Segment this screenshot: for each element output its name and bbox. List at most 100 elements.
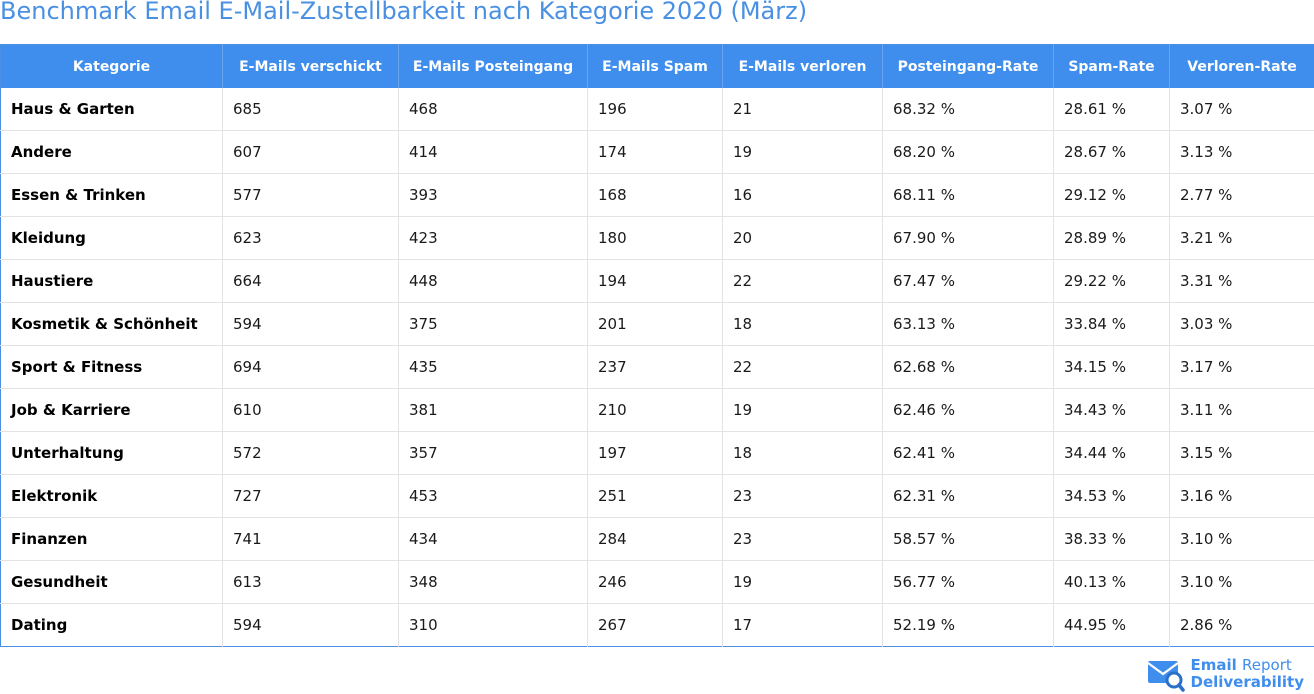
cell-lost-rate: 3.16 % [1169, 474, 1314, 518]
cell-inbox: 468 [398, 88, 588, 131]
cell-inbox: 448 [398, 259, 588, 303]
cell-lost-rate: 3.07 % [1169, 88, 1314, 131]
cell-inbox-rate: 68.11 % [882, 173, 1054, 217]
cell-kategorie: Kosmetik & Schönheit [0, 302, 223, 346]
cell-spam: 168 [587, 173, 723, 217]
column-header-sent[interactable]: E-Mails verschickt [222, 44, 399, 88]
cell-lost: 19 [722, 130, 883, 174]
table-row: Unterhaltung 572 357 197 18 62.41 % 34.44 % 3.1… [0, 431, 1314, 475]
cell-sent: 685 [222, 88, 399, 131]
cell-spam: 174 [587, 130, 723, 174]
cell-inbox-rate: 68.32 % [882, 88, 1054, 131]
column-header-kategorie[interactable]: Kategorie [0, 44, 223, 88]
table-row: Essen & Trinken 577 393 168 16 68.11 % 29.12 %… [0, 173, 1314, 217]
cell-lost: 22 [722, 259, 883, 303]
logo-word-email: Email [1190, 656, 1237, 674]
cell-inbox: 357 [398, 431, 588, 475]
cell-spam-rate: 34.44 % [1053, 431, 1170, 475]
logo-line1: Email Report [1191, 657, 1305, 674]
cell-lost: 21 [722, 88, 883, 131]
cell-kategorie: Job & Karriere [0, 388, 223, 432]
table-header-row: Kategorie E-Mails verschickt E-Mails Pos… [0, 44, 1314, 88]
cell-spam: 196 [587, 88, 723, 131]
cell-inbox-rate: 52.19 % [882, 603, 1054, 647]
cell-inbox-rate: 67.47 % [882, 259, 1054, 303]
cell-inbox-rate: 62.68 % [882, 345, 1054, 389]
cell-lost: 17 [722, 603, 883, 647]
cell-sent: 594 [222, 603, 399, 647]
cell-lost: 20 [722, 216, 883, 260]
table-row: Andere 607 414 174 19 68.20 % 28.67 % 3.13 % [0, 130, 1314, 174]
cell-inbox-rate: 58.57 % [882, 517, 1054, 561]
cell-lost: 19 [722, 560, 883, 604]
cell-sent: 572 [222, 431, 399, 475]
cell-kategorie: Sport & Fitness [0, 345, 223, 389]
cell-spam-rate: 28.89 % [1053, 216, 1170, 260]
cell-inbox-rate: 68.20 % [882, 130, 1054, 174]
cell-lost: 23 [722, 517, 883, 561]
cell-lost-rate: 3.10 % [1169, 517, 1314, 561]
cell-inbox: 310 [398, 603, 588, 647]
logo-text: Email Report Deliverability [1191, 657, 1305, 691]
cell-lost-rate: 3.11 % [1169, 388, 1314, 432]
column-header-inbox-rate[interactable]: Posteingang-Rate [882, 44, 1054, 88]
cell-spam: 251 [587, 474, 723, 518]
cell-inbox-rate: 62.31 % [882, 474, 1054, 518]
email-report-logo[interactable]: Email Report Deliverability [1146, 656, 1305, 692]
logo-word-report: Report [1242, 656, 1292, 674]
cell-lost: 19 [722, 388, 883, 432]
table-body: Haus & Garten 685 468 196 21 68.32 % 28.61 % 3.… [0, 88, 1314, 647]
cell-inbox: 381 [398, 388, 588, 432]
cell-spam-rate: 29.22 % [1053, 259, 1170, 303]
cell-spam-rate: 34.53 % [1053, 474, 1170, 518]
cell-inbox: 414 [398, 130, 588, 174]
cell-spam-rate: 34.43 % [1053, 388, 1170, 432]
cell-kategorie: Dating [0, 603, 223, 647]
cell-inbox-rate: 63.13 % [882, 302, 1054, 346]
cell-inbox: 348 [398, 560, 588, 604]
cell-spam-rate: 38.33 % [1053, 517, 1170, 561]
table-row: Job & Karriere 610 381 210 19 62.46 % 34.43 % 3… [0, 388, 1314, 432]
cell-lost-rate: 3.21 % [1169, 216, 1314, 260]
cell-lost-rate: 3.10 % [1169, 560, 1314, 604]
logo-word-deliverability: Deliverability [1190, 673, 1305, 691]
cell-kategorie: Haus & Garten [0, 88, 223, 131]
cell-kategorie: Haustiere [0, 259, 223, 303]
cell-spam-rate: 33.84 % [1053, 302, 1170, 346]
cell-spam: 237 [587, 345, 723, 389]
column-header-lost-rate[interactable]: Verloren-Rate [1169, 44, 1314, 88]
cell-spam-rate: 28.67 % [1053, 130, 1170, 174]
deliverability-table: Kategorie E-Mails verschickt E-Mails Pos… [0, 44, 1314, 647]
cell-spam: 210 [587, 388, 723, 432]
cell-spam-rate: 34.15 % [1053, 345, 1170, 389]
cell-lost-rate: 3.17 % [1169, 345, 1314, 389]
cell-kategorie: Andere [0, 130, 223, 174]
cell-spam: 246 [587, 560, 723, 604]
cell-lost: 18 [722, 302, 883, 346]
column-header-spam[interactable]: E-Mails Spam [587, 44, 723, 88]
table-row: Kleidung 623 423 180 20 67.90 % 28.89 % 3.21 % [0, 216, 1314, 260]
cell-lost-rate: 3.03 % [1169, 302, 1314, 346]
column-header-lost[interactable]: E-Mails verloren [722, 44, 883, 88]
table-row: Sport & Fitness 694 435 237 22 62.68 % 34.15 %… [0, 345, 1314, 389]
cell-spam-rate: 29.12 % [1053, 173, 1170, 217]
column-header-inbox[interactable]: E-Mails Posteingang [398, 44, 588, 88]
cell-sent: 664 [222, 259, 399, 303]
cell-inbox: 434 [398, 517, 588, 561]
cell-inbox-rate: 67.90 % [882, 216, 1054, 260]
table-row: Dating 594 310 267 17 52.19 % 44.95 % 2.86 % [0, 603, 1314, 647]
cell-sent: 623 [222, 216, 399, 260]
cell-sent: 577 [222, 173, 399, 217]
cell-spam: 180 [587, 216, 723, 260]
cell-sent: 613 [222, 560, 399, 604]
cell-kategorie: Finanzen [0, 517, 223, 561]
cell-sent: 694 [222, 345, 399, 389]
table-row: Gesundheit 613 348 246 19 56.77 % 40.13 % 3.10 … [0, 560, 1314, 604]
page-title: Benchmark Email E-Mail-Zustellbarkeit na… [0, 0, 808, 25]
cell-sent: 741 [222, 517, 399, 561]
cell-lost: 18 [722, 431, 883, 475]
column-header-spam-rate[interactable]: Spam-Rate [1053, 44, 1170, 88]
cell-lost: 23 [722, 474, 883, 518]
envelope-magnifier-icon [1146, 661, 1185, 692]
table-row: Haus & Garten 685 468 196 21 68.32 % 28.61 % 3.… [0, 88, 1314, 131]
